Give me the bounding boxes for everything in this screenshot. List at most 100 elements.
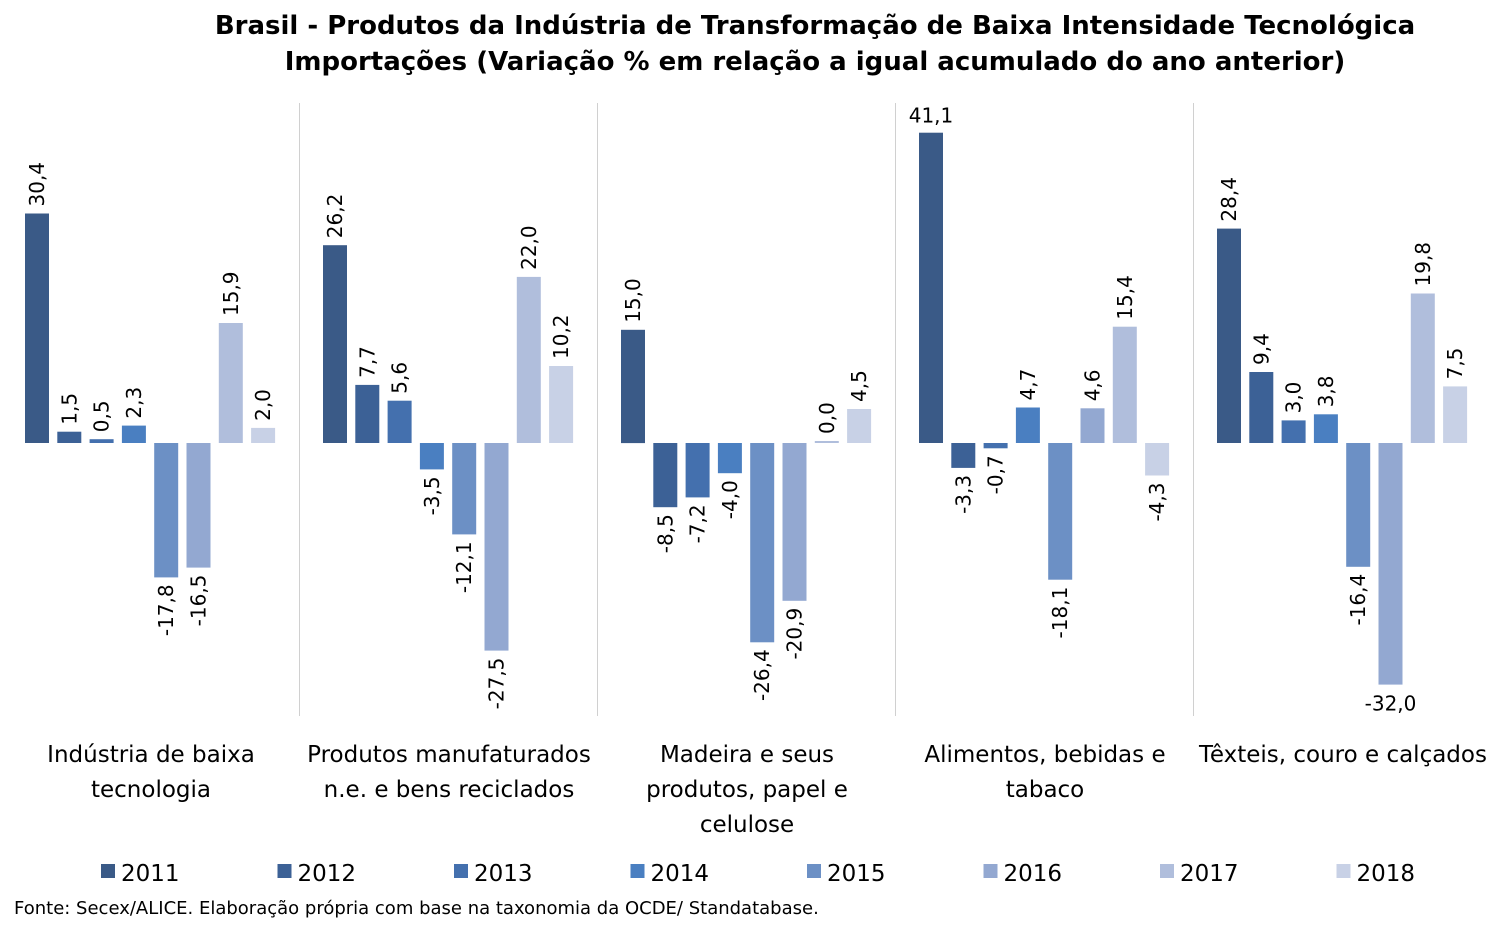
data-label: 4,7 bbox=[1016, 369, 1040, 401]
data-label: -3,3 bbox=[951, 475, 975, 514]
data-label: -16,4 bbox=[1346, 574, 1370, 626]
source-note: Fonte: Secex/ALICE. Elaboração própria c… bbox=[14, 898, 819, 919]
data-label: 15,9 bbox=[219, 271, 243, 316]
data-label: 5,6 bbox=[388, 362, 412, 394]
bar bbox=[1112, 326, 1137, 443]
data-label: -27,5 bbox=[485, 658, 509, 710]
bar bbox=[218, 323, 243, 443]
bar bbox=[89, 439, 114, 443]
category-label: Indústria de baixa bbox=[47, 742, 255, 768]
category-label: Madeira e seus bbox=[660, 742, 834, 768]
bar bbox=[1015, 407, 1040, 443]
bar bbox=[1217, 228, 1241, 443]
bar bbox=[750, 443, 775, 643]
legend-swatch bbox=[1336, 864, 1351, 878]
category-dividers bbox=[299, 103, 1194, 716]
data-label: 30,4 bbox=[25, 162, 49, 207]
bar bbox=[685, 443, 710, 498]
bar bbox=[516, 276, 541, 443]
data-label: 2,3 bbox=[122, 387, 146, 419]
bar bbox=[1443, 386, 1468, 443]
bar bbox=[1145, 443, 1170, 476]
data-label: 41,1 bbox=[909, 104, 954, 128]
data-label: 15,4 bbox=[1113, 275, 1137, 320]
data-label: 4,6 bbox=[1081, 369, 1105, 401]
legend-swatch bbox=[983, 864, 998, 878]
bar bbox=[814, 441, 839, 443]
bar bbox=[1080, 408, 1105, 443]
legend-item: 2015 bbox=[807, 861, 886, 887]
bar bbox=[121, 425, 146, 443]
category-label: n.e. e bens reciclados bbox=[324, 777, 575, 803]
legend-item: 2016 bbox=[983, 861, 1062, 887]
category-label: tecnologia bbox=[91, 777, 211, 803]
bar bbox=[1346, 443, 1371, 567]
category-label: tabaco bbox=[1006, 777, 1085, 803]
data-label: -4,0 bbox=[718, 480, 742, 519]
legend-item: 2013 bbox=[454, 861, 533, 887]
legend-label: 2018 bbox=[1357, 861, 1416, 887]
bar bbox=[25, 213, 49, 443]
bars-group bbox=[25, 132, 1468, 685]
chart-title-line: Brasil - Produtos da Indústria de Transf… bbox=[215, 11, 1415, 41]
data-label: 7,7 bbox=[355, 346, 379, 378]
category-label: Têxteis, couro e calçados bbox=[1198, 742, 1487, 768]
bar bbox=[1313, 414, 1338, 443]
legend-swatch bbox=[101, 864, 115, 878]
data-label: 4,5 bbox=[847, 370, 871, 402]
category-label: Alimentos, bebidas e bbox=[924, 742, 1165, 768]
bar bbox=[57, 431, 82, 443]
category-label: Produtos manufaturados bbox=[307, 742, 591, 768]
bar bbox=[983, 443, 1008, 449]
bar bbox=[1048, 443, 1073, 580]
bar bbox=[1249, 372, 1274, 443]
chart-title-line: Importações (Variação % em relação a igu… bbox=[285, 47, 1346, 77]
data-label: -17,8 bbox=[154, 584, 178, 636]
bar bbox=[323, 245, 347, 443]
data-label: 26,2 bbox=[323, 194, 347, 239]
legend-item: 2014 bbox=[630, 861, 710, 887]
legend-label: 2012 bbox=[298, 861, 357, 887]
legend-item: 2018 bbox=[1336, 861, 1416, 887]
bar bbox=[847, 409, 872, 443]
data-label: -3,5 bbox=[420, 476, 444, 515]
legend-item: 2011 bbox=[101, 861, 180, 887]
bar bbox=[1378, 443, 1403, 685]
bar bbox=[717, 443, 742, 474]
data-label: 1,5 bbox=[57, 393, 81, 425]
bar bbox=[186, 443, 211, 568]
bar bbox=[154, 443, 179, 578]
data-label: 9,4 bbox=[1249, 333, 1273, 365]
bar bbox=[452, 443, 477, 535]
data-label: -20,9 bbox=[783, 608, 807, 660]
legend-swatch bbox=[630, 864, 645, 878]
data-label: 2,0 bbox=[251, 389, 275, 421]
bar bbox=[653, 443, 678, 508]
bar bbox=[484, 443, 509, 651]
data-label: 19,8 bbox=[1411, 242, 1435, 287]
data-label: 0,0 bbox=[815, 402, 839, 434]
data-label: 22,0 bbox=[517, 225, 541, 270]
legend-label: 2017 bbox=[1180, 861, 1239, 887]
bar bbox=[251, 427, 276, 443]
bar bbox=[1410, 293, 1435, 443]
legend-swatch bbox=[277, 864, 292, 878]
bar bbox=[919, 132, 943, 443]
legend-item: 2012 bbox=[277, 861, 357, 887]
bar bbox=[387, 400, 412, 443]
legend-label: 2011 bbox=[121, 861, 180, 887]
legend-item: 2017 bbox=[1160, 861, 1239, 887]
data-label: -12,1 bbox=[452, 541, 476, 593]
data-label: -0,7 bbox=[984, 455, 1008, 494]
data-label: 3,8 bbox=[1314, 375, 1338, 407]
data-label: 28,4 bbox=[1217, 177, 1241, 222]
bar bbox=[951, 443, 976, 468]
data-label: -8,5 bbox=[653, 514, 677, 553]
bar bbox=[419, 443, 444, 470]
legend-label: 2014 bbox=[651, 861, 710, 887]
chart-title: Brasil - Produtos da Indústria de Transf… bbox=[215, 11, 1415, 77]
legend-swatch bbox=[1160, 864, 1174, 878]
legend: 2011 2012 2013 2014 2015 2016 2017 2018 bbox=[101, 861, 1415, 887]
category-label: celulose bbox=[700, 812, 794, 838]
